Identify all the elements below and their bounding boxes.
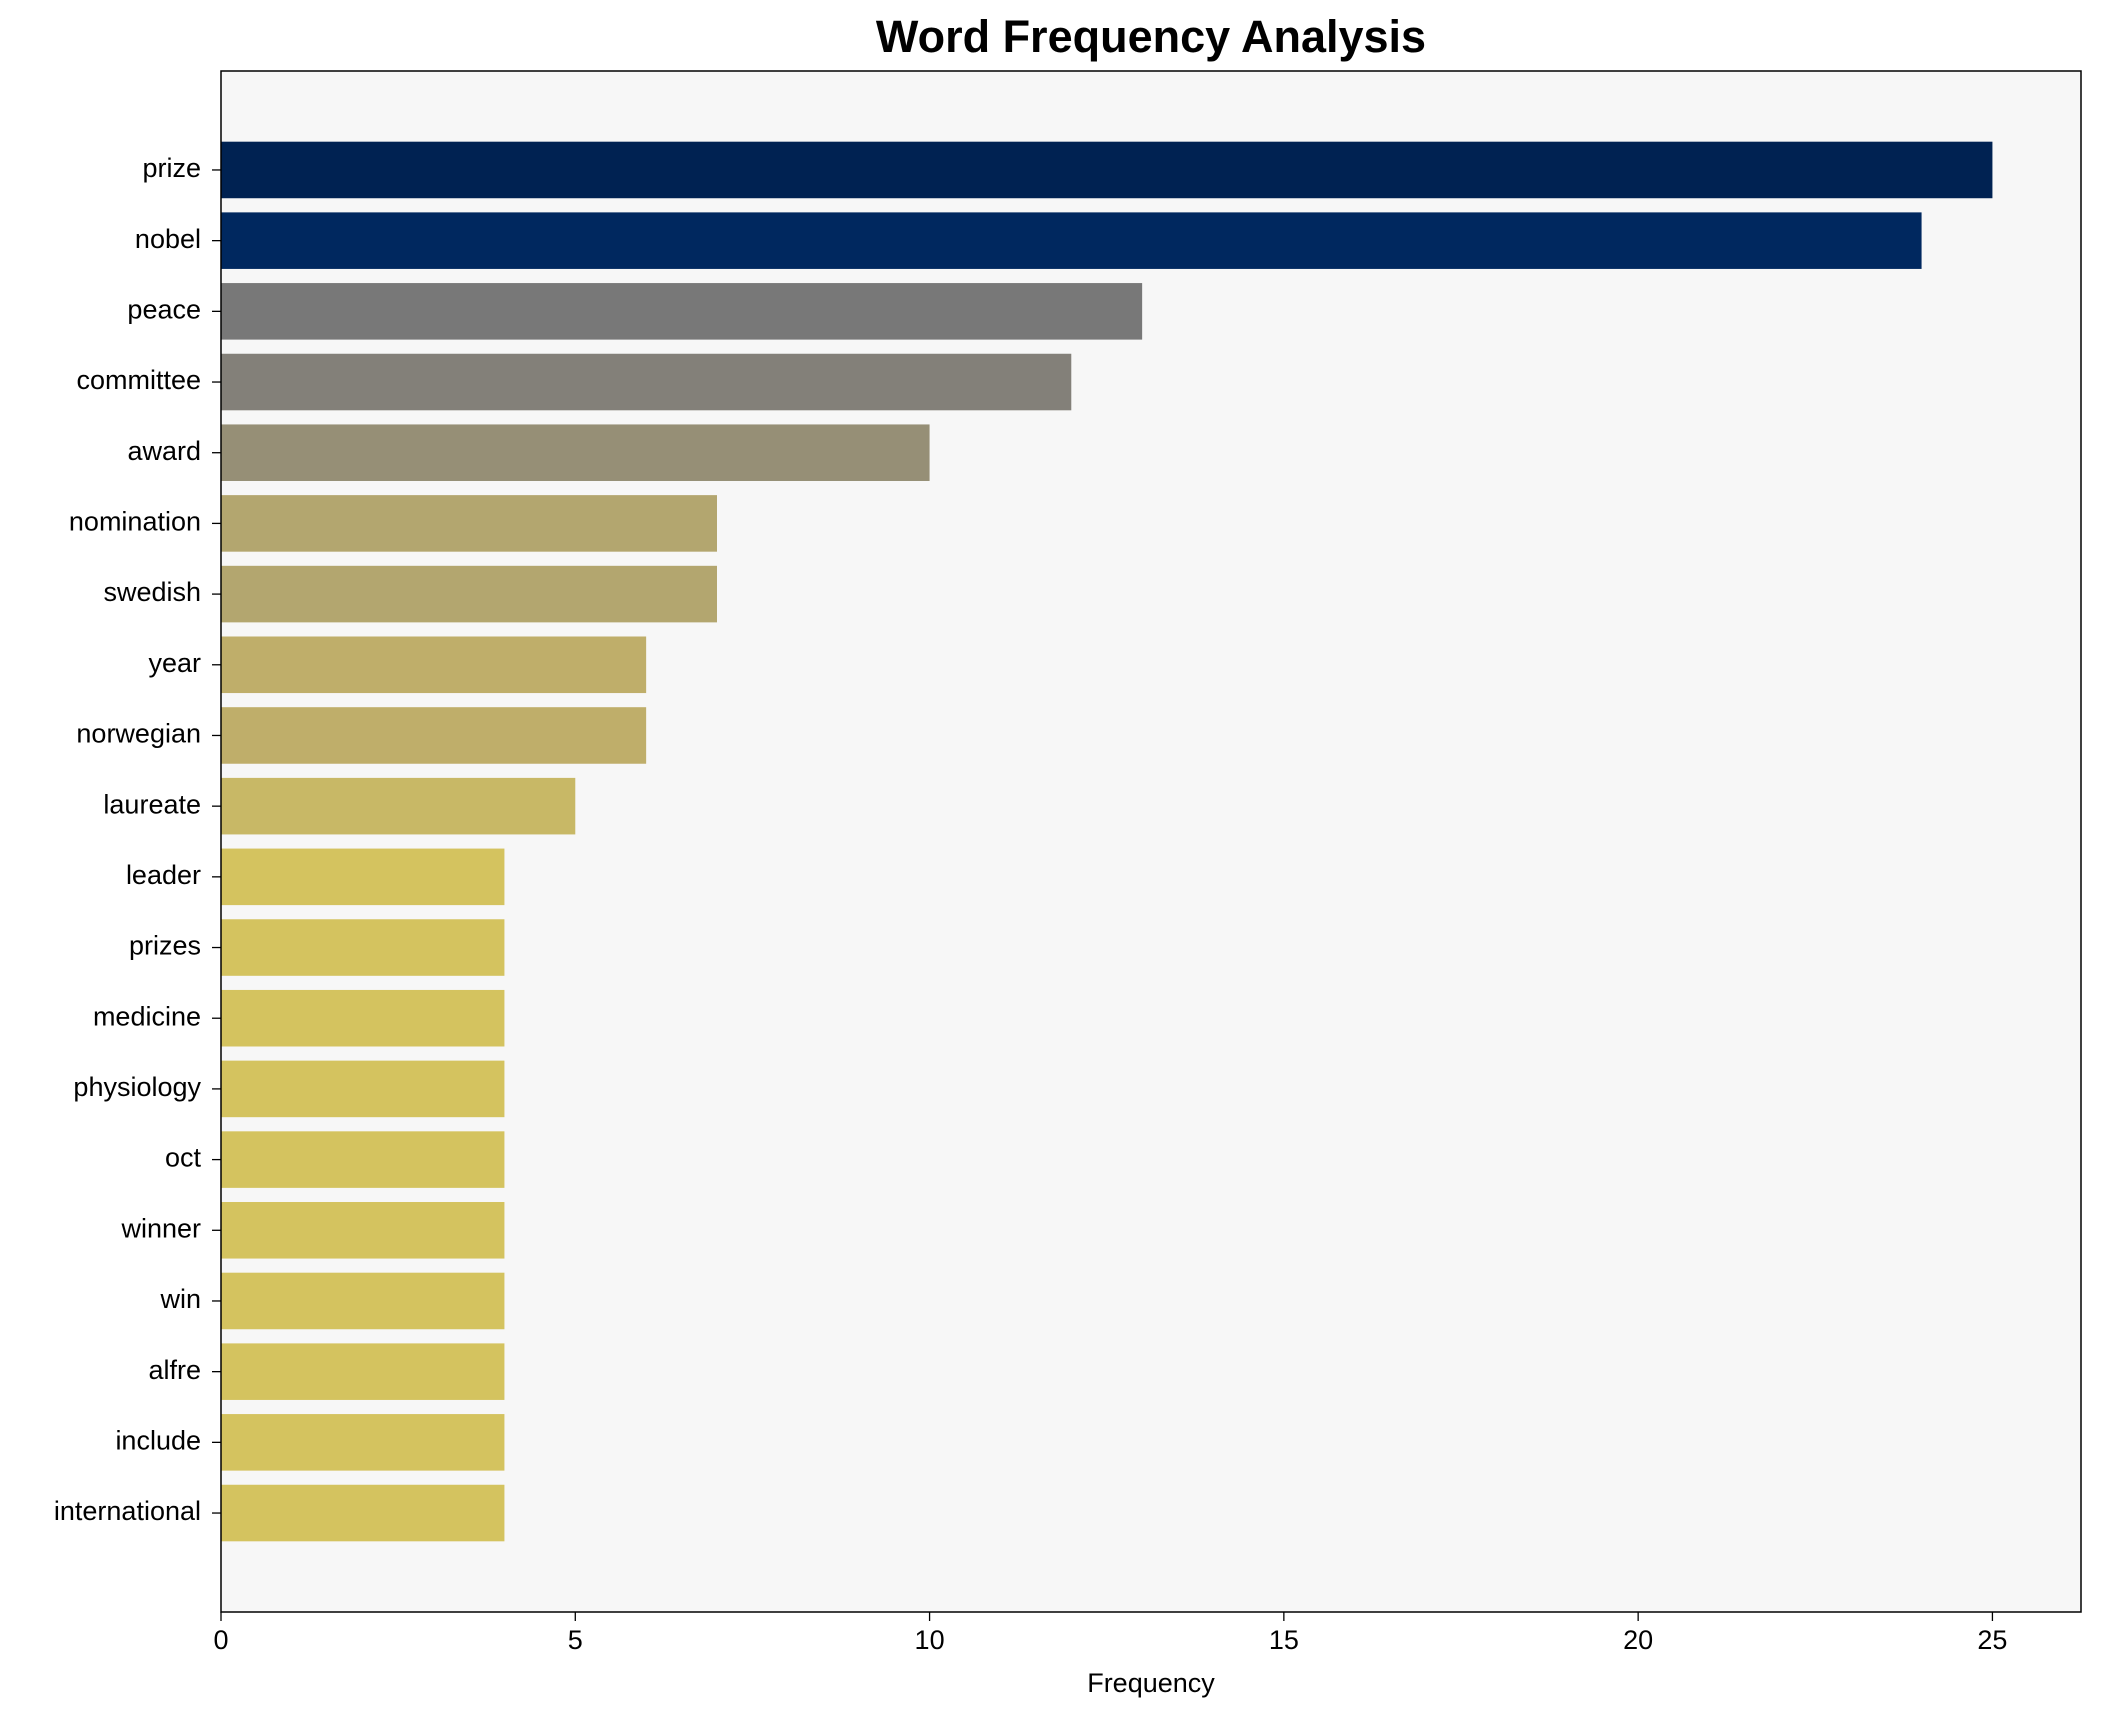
y-tick-label: swedish [103, 577, 201, 607]
y-tick-label: winner [120, 1213, 201, 1243]
x-tick-label: 15 [1269, 1625, 1299, 1655]
y-tick-label: laureate [103, 789, 201, 819]
bar [221, 1414, 505, 1471]
bar [221, 283, 1143, 340]
y-tick-label: win [159, 1284, 201, 1314]
bar [221, 919, 505, 976]
bar [221, 989, 505, 1047]
bar [221, 1484, 505, 1542]
y-tick-label: year [148, 648, 201, 678]
bar [221, 1060, 505, 1118]
bar [221, 636, 647, 694]
x-tick-label: 5 [568, 1625, 583, 1655]
bar [221, 565, 717, 623]
x-tick-label: 20 [1623, 1625, 1653, 1655]
x-tick-label: 10 [915, 1625, 945, 1655]
y-tick-label: international [54, 1496, 201, 1526]
x-axis-label: Frequency [1087, 1668, 1215, 1698]
bar [221, 1343, 505, 1400]
y-tick-label: medicine [93, 1001, 201, 1031]
y-tick-label: prizes [129, 931, 201, 961]
y-tick-label: alfre [148, 1355, 201, 1385]
x-tick-label: 0 [213, 1625, 228, 1655]
bar [221, 707, 647, 764]
bar [221, 141, 1993, 199]
y-tick-label: award [127, 436, 201, 466]
bar [221, 212, 1922, 269]
bar [221, 353, 1072, 411]
y-tick-label: leader [126, 860, 201, 890]
y-tick-label: physiology [73, 1072, 201, 1102]
y-tick-label: norwegian [76, 719, 201, 749]
plot-frame [220, 70, 2082, 1613]
y-tick-label: oct [165, 1143, 202, 1173]
y-tick-label: nobel [135, 224, 201, 254]
y-tick-label: peace [127, 294, 201, 324]
bar [221, 848, 505, 906]
bar [221, 777, 576, 835]
chart-title: Word Frequency Analysis [876, 11, 1426, 62]
y-tick-label: prize [142, 153, 201, 183]
y-tick-label: include [115, 1425, 201, 1455]
bar [221, 1202, 505, 1259]
bar [221, 1272, 505, 1330]
y-tick-label: nomination [69, 507, 201, 537]
bar [221, 495, 717, 552]
y-tick-label: committee [76, 365, 201, 395]
bar [221, 1131, 505, 1188]
bar [221, 424, 930, 481]
x-tick-label: 25 [1977, 1625, 2007, 1655]
